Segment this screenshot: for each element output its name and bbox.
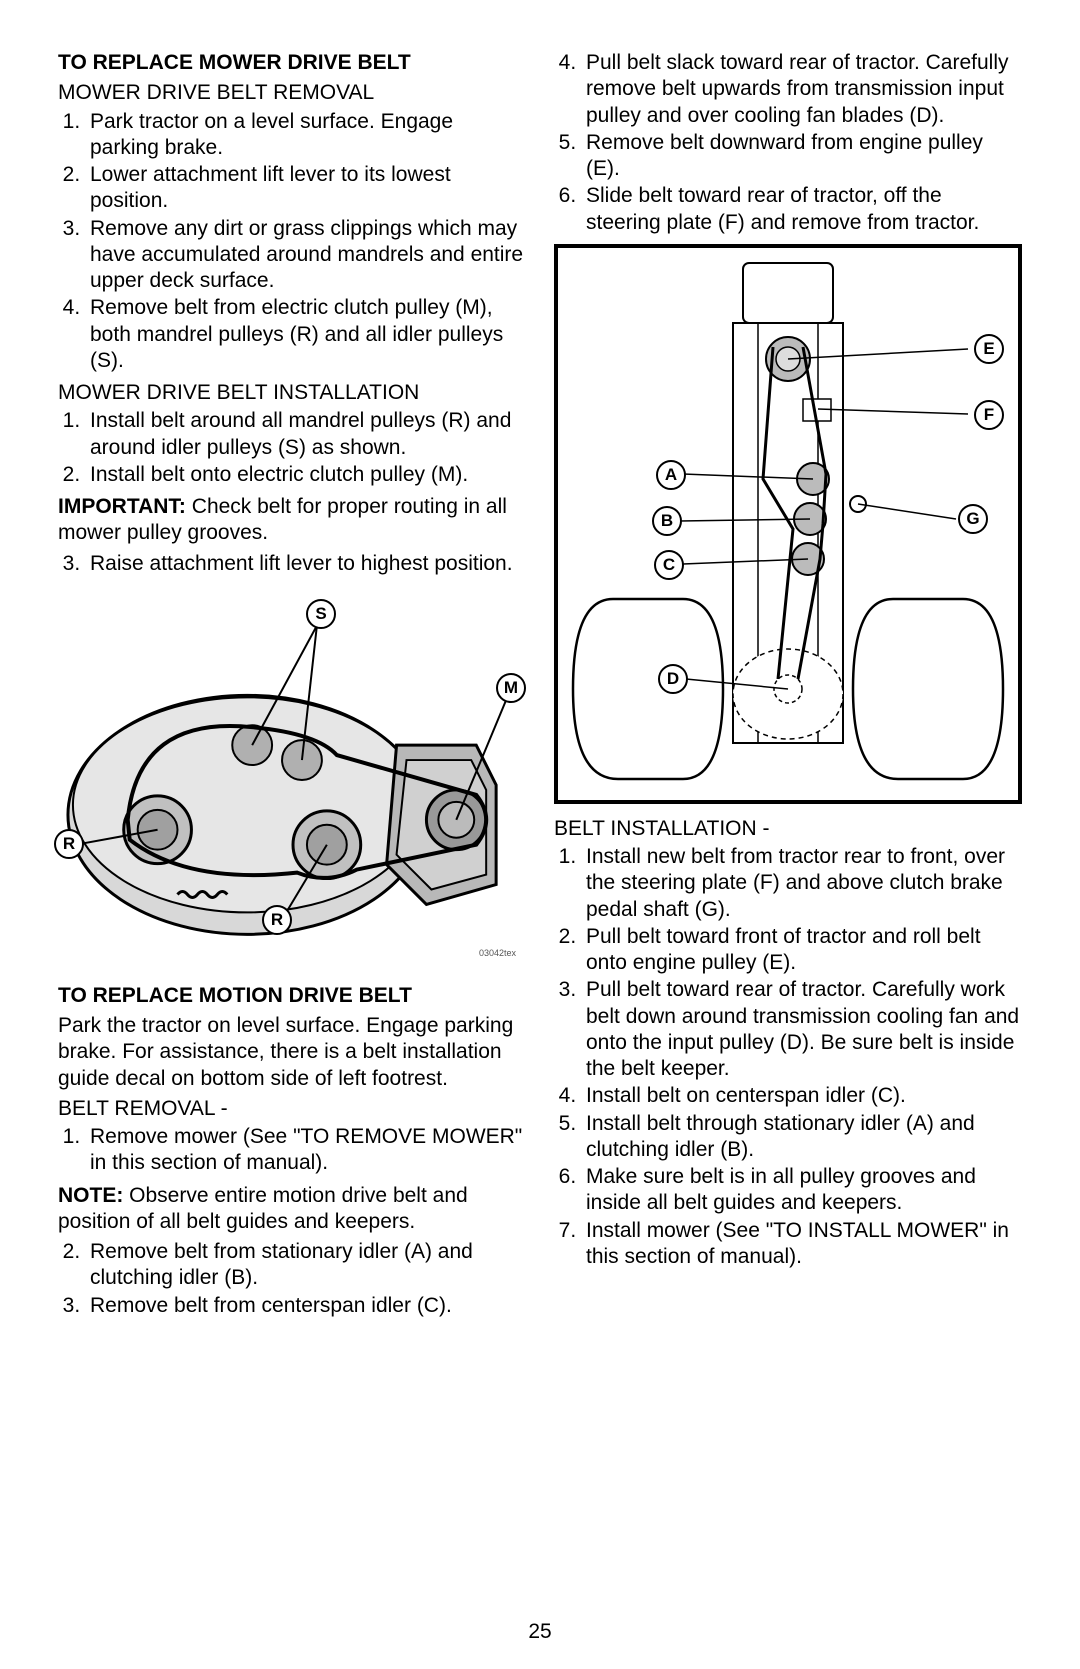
list-item: Install belt around all mandrel pulleys … <box>86 408 526 461</box>
note-paragraph: NOTE: Observe entire motion drive belt a… <box>58 1183 526 1236</box>
deck-figure-code: 03042tex <box>479 948 516 959</box>
list-item: Remove belt downward from engine pulley … <box>582 130 1022 183</box>
list-item: Remove any dirt or grass clippings which… <box>86 216 526 295</box>
heading-replace-motion-belt: TO REPLACE MOTION DRIVE BELT <box>58 983 526 1009</box>
belt-removal-list-a: Remove mower (See "TO REMOVE MOWER" in t… <box>58 1124 526 1177</box>
motion-intro: Park the tractor on level surface. Engag… <box>58 1013 526 1092</box>
figure-mower-deck: S M R R 03042tex <box>58 585 526 965</box>
label-f: F <box>974 400 1004 430</box>
list-item: Lower attachment lift lever to its lowes… <box>86 162 526 215</box>
list-item: Remove belt from centerspan idler (C). <box>86 1293 526 1319</box>
two-column-layout: TO REPLACE MOWER DRIVE BELT MOWER DRIVE … <box>58 50 1022 1325</box>
right-column: Pull belt slack toward rear of tractor. … <box>554 50 1022 1325</box>
label-r-right: R <box>262 905 292 935</box>
list-item: Slide belt toward rear of tractor, off t… <box>582 183 1022 236</box>
heading-replace-mower-belt: TO REPLACE MOWER DRIVE BELT <box>58 50 526 76</box>
label-a: A <box>656 460 686 490</box>
subhead-removal: MOWER DRIVE BELT REMOVAL <box>58 80 526 106</box>
belt-install-list: Install new belt from tractor rear to fr… <box>554 844 1022 1270</box>
list-item: Install belt on centerspan idler (C). <box>582 1083 1022 1109</box>
page-number: 25 <box>0 1619 1080 1645</box>
figure-tractor-underside: E F G A B C D <box>554 244 1022 804</box>
belt-removal-list-c: Pull belt slack toward rear of tractor. … <box>554 50 1022 236</box>
subhead-belt-removal: BELT REMOVAL - <box>58 1096 526 1122</box>
list-item: Remove mower (See "TO REMOVE MOWER" in t… <box>86 1124 526 1177</box>
subhead-belt-installation: BELT INSTALLATION - <box>554 816 1022 842</box>
list-item: Remove belt from stationary idler (A) an… <box>86 1239 526 1292</box>
label-c: C <box>654 550 684 580</box>
left-column: TO REPLACE MOWER DRIVE BELT MOWER DRIVE … <box>58 50 526 1325</box>
label-b: B <box>652 506 682 536</box>
list-item: Pull belt toward front of tractor and ro… <box>582 924 1022 977</box>
label-g: G <box>958 504 988 534</box>
tractor-illustration <box>558 248 1018 800</box>
label-d: D <box>658 664 688 694</box>
list-item: Install belt through stationary idler (A… <box>582 1111 1022 1164</box>
list-item: Raise attachment lift lever to highest p… <box>86 551 526 577</box>
label-e: E <box>974 334 1004 364</box>
list-item: Pull belt toward rear of tractor. Carefu… <box>582 977 1022 1082</box>
label-m: M <box>496 673 526 703</box>
list-item: Install new belt from tractor rear to fr… <box>582 844 1022 923</box>
mower-removal-list: Park tractor on a level surface. Engage … <box>58 109 526 375</box>
list-item: Make sure belt is in all pulley grooves … <box>582 1164 1022 1217</box>
note-label: NOTE: <box>58 1184 123 1207</box>
mower-install-list-a: Install belt around all mandrel pulleys … <box>58 408 526 488</box>
list-item: Install mower (See "TO INSTALL MOWER" in… <box>582 1218 1022 1271</box>
list-item: Install belt onto electric clutch pulley… <box>86 462 526 488</box>
mower-install-list-b: Raise attachment lift lever to highest p… <box>58 551 526 577</box>
subhead-installation: MOWER DRIVE BELT INSTALLATION <box>58 380 526 406</box>
list-item: Remove belt from electric clutch pulley … <box>86 295 526 374</box>
list-item: Park tractor on a level surface. Engage … <box>86 109 526 162</box>
label-s: S <box>306 599 336 629</box>
important-note: IMPORTANT: Check belt for proper routing… <box>58 494 526 547</box>
important-label: IMPORTANT: <box>58 495 186 518</box>
belt-removal-list-b: Remove belt from stationary idler (A) an… <box>58 1239 526 1319</box>
list-item: Pull belt slack toward rear of tractor. … <box>582 50 1022 129</box>
mower-deck-illustration <box>58 585 526 965</box>
label-r-left: R <box>54 829 84 859</box>
